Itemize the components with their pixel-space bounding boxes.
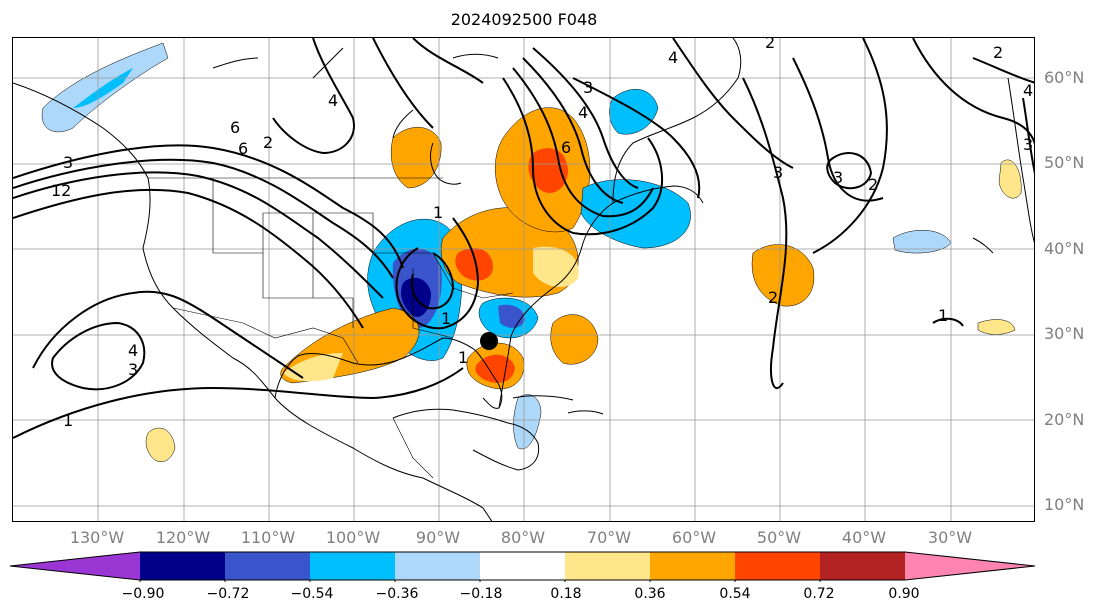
contour-label: 2 [263,133,273,152]
coastlines [13,38,1034,521]
lat-label-60n: 60°N [1044,68,1085,87]
colorbar-bin [565,552,651,580]
contour-label: 6 [230,118,240,137]
lon-label-130w: 130°W [69,528,125,547]
shading-layer [41,42,1022,463]
shade-blue-labrador [609,89,659,135]
shade-yellow-eastatl [977,319,1016,335]
lon-label-40w: 40°W [841,528,887,547]
lat-label-20n: 20°N [1044,410,1085,429]
colorbar-tick-label: −0.18 [459,586,503,602]
colorbar-tick-label: 0.54 [719,586,751,602]
contour-label: 4 [128,341,138,360]
colorbar-tick-label: 0.18 [550,586,582,602]
contour-label: 1 [441,309,451,328]
lat-label-10n: 10°N [1044,495,1085,514]
lon-label-50w: 50°W [756,528,802,547]
colorbar-bin [650,552,736,580]
contour-label: 3 [583,78,593,97]
shade-yellow-pacific [145,427,176,463]
borders [148,177,514,479]
colorbar-bin [480,552,566,580]
lon-label-80w: 80°W [500,528,546,547]
storm-center-marker [480,332,498,350]
colorbar-bin [310,552,396,580]
gridlines [13,38,1034,521]
colorbar-extend-min [10,552,140,580]
contour-label: 1 [433,203,443,222]
colorbar-bin [395,552,481,580]
contour-label: 1 [938,306,948,325]
lon-label-100w: 100°W [325,528,381,547]
colorbar-tick-label: −0.90 [121,586,165,602]
contour-label: 4 [328,91,338,110]
lon-label-60w: 60°W [671,528,717,547]
contour-label: 6 [238,139,248,158]
colorbar-tick-label: 0.72 [803,586,835,602]
colorbar-tick-label: 0.90 [888,586,920,602]
colorbar-extend-max [905,552,1035,580]
lat-label-30n: 30°N [1044,324,1085,343]
shade-yellow-northeast [533,246,579,288]
colorbar-bin [820,552,906,580]
contour-label: 12 [51,181,71,200]
contour-label: 3 [773,163,783,182]
shade-orange-ontario [390,127,442,189]
contours [13,38,1034,439]
lat-label-50n: 50°N [1044,153,1085,172]
shade-red-gulf [475,354,515,383]
colorbar-bin [735,552,821,580]
contour-label: 3 [1023,135,1033,154]
contour-label: 2 [993,43,1003,62]
contour-label: 1 [63,411,73,430]
contour-label: 4 [668,48,678,67]
contour-label: 4 [1023,81,1033,100]
colorbar-tick-label: −0.72 [206,586,250,602]
contour-label: 3 [128,360,138,379]
lon-label-30w: 30°W [927,528,973,547]
map-canvas: 4 2 6 4 12 3 1 6 6 3 4 3 2 1 3 4 1 2 3 2… [13,38,1034,521]
shade-blue-eastatl [892,229,952,254]
colorbar [10,551,1036,582]
contour-label: 2 [868,175,878,194]
shade-red-northeast [455,248,493,281]
contour-label: 3 [63,153,73,172]
lon-label-110w: 110°W [240,528,296,547]
contour-label: 2 [765,38,775,52]
colorbar-bin [225,552,311,580]
contour-label: 1 [458,348,468,367]
lat-label-40n: 40°N [1044,239,1085,258]
contour-label: 3 [833,168,843,187]
colorbar-segments [10,551,1036,581]
colorbar-tick-label: 0.36 [634,586,666,602]
colorbar-tick-label: −0.54 [290,586,334,602]
lon-label-70w: 70°W [586,528,632,547]
contour-label: 6 [561,138,571,157]
contour-label: 4 [578,103,588,122]
lon-label-90w: 90°W [415,528,461,547]
map-title: 2024092500 F048 [450,10,598,29]
colorbar-tick-label: −0.36 [375,586,419,602]
contour-label: 2 [768,288,778,307]
shade-orange-bermuda [550,314,599,365]
contour-labels: 4 2 6 4 12 3 1 6 6 3 4 3 2 1 3 4 1 2 3 2… [51,38,1033,430]
map-frame: 4 2 6 4 12 3 1 6 6 3 4 3 2 1 3 4 1 2 3 2… [12,37,1035,522]
shade-yellow-westafrica [998,159,1022,199]
colorbar-bin [140,552,226,580]
lon-label-120w: 120°W [155,528,211,547]
